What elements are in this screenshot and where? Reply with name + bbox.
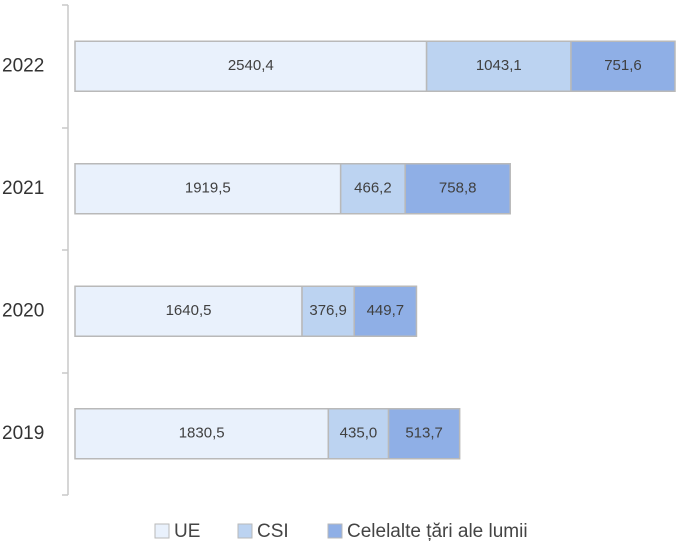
bar-segment — [74, 285, 303, 337]
value-label: 1919,5 — [185, 180, 231, 197]
value-label: 513,7 — [405, 425, 443, 442]
bar-segment — [301, 285, 355, 337]
category-label: 2020 — [2, 300, 44, 321]
bar-segment — [353, 285, 418, 337]
value-label: 1830,5 — [179, 425, 225, 442]
bar-segment — [570, 40, 676, 92]
value-label: 376,9 — [309, 302, 347, 319]
bar-segment — [327, 408, 390, 460]
bar-segment — [404, 163, 511, 215]
legend-label: CSI — [257, 521, 289, 542]
value-label: 751,6 — [604, 57, 642, 74]
value-label: 1043,1 — [476, 57, 522, 74]
value-label: 2540,4 — [228, 57, 274, 74]
bar-segment — [387, 408, 461, 460]
legend-swatch — [327, 523, 343, 539]
value-label: 758,8 — [439, 180, 477, 197]
value-label: 435,0 — [340, 425, 378, 442]
value-label: 449,7 — [367, 302, 405, 319]
bar-segment — [339, 163, 406, 215]
value-label: 466,2 — [354, 180, 392, 197]
category-label: 2022 — [2, 55, 44, 76]
category-axis — [62, 4, 69, 496]
bar-segment — [74, 408, 330, 460]
legend-swatch — [237, 523, 253, 539]
value-label: 1640,5 — [166, 302, 212, 319]
category-label: 2019 — [2, 423, 44, 444]
category-label: 2021 — [2, 178, 44, 199]
legend-label: UE — [174, 521, 200, 542]
bar-segment — [74, 163, 342, 215]
legend-label: Celelalte țări ale lumii — [347, 521, 528, 542]
bar-segment — [74, 40, 428, 92]
legend-swatch — [154, 523, 170, 539]
